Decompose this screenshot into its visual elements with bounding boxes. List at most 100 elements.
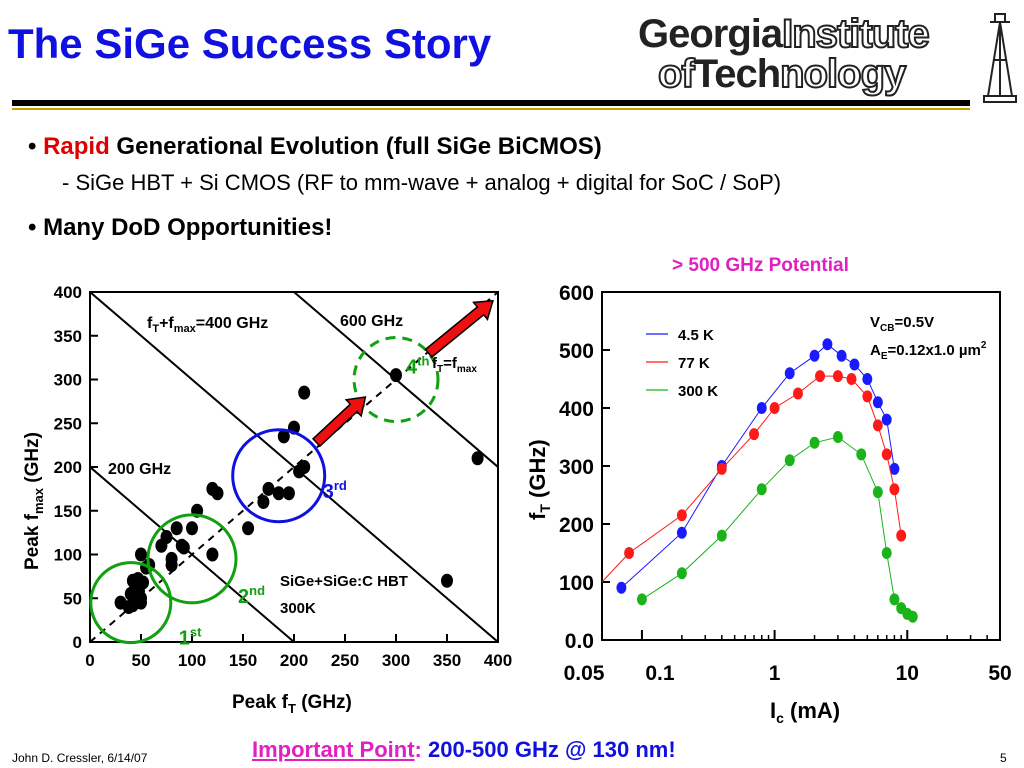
y-tick-label-2: 400 xyxy=(559,398,594,421)
data-point xyxy=(186,521,198,536)
series-point-0 xyxy=(616,581,627,594)
generation-label: 3rd xyxy=(323,478,347,503)
temp-label: 300K xyxy=(280,600,316,617)
x-tick-label: 350 xyxy=(433,651,461,670)
series-point-1 xyxy=(862,390,873,403)
data-point xyxy=(135,595,147,610)
series-point-2 xyxy=(809,436,820,449)
important-text: 200-500 GHz @ 130 nm! xyxy=(428,737,676,762)
logo-word-of: of xyxy=(657,52,696,96)
y-tick-label-2: 100 xyxy=(559,572,594,595)
y-tick-label: 400 xyxy=(54,283,82,302)
series-point-1 xyxy=(889,483,900,496)
series-point-2 xyxy=(872,486,883,499)
data-point xyxy=(175,538,188,553)
data-point xyxy=(135,547,147,562)
x-tick-label-2: 1 xyxy=(769,662,781,685)
y-tick-label: 200 xyxy=(54,458,82,477)
fmax-vs-ft-chart: 0 50 100 150 200 250 300 350 400 0 50 100 150 200 250 3… xyxy=(22,283,512,716)
x-tick-label: 100 xyxy=(178,651,206,670)
logo-word-georgia: Georgia xyxy=(638,12,783,56)
series-point-2 xyxy=(716,529,727,542)
series-point-0 xyxy=(676,526,687,539)
y-tick-label: 350 xyxy=(54,327,82,346)
y-tick-label: 150 xyxy=(54,502,82,521)
data-point xyxy=(471,451,484,466)
sum-200-line xyxy=(90,465,295,642)
y-tick-label: 300 xyxy=(54,371,82,390)
ae-label: AE=0.12x1.0 µm2 xyxy=(870,340,987,362)
generation-circle xyxy=(352,336,440,423)
series-point-1 xyxy=(716,462,727,475)
data-point xyxy=(211,486,224,501)
data-point xyxy=(282,486,295,501)
series-point-0 xyxy=(809,349,820,362)
x-axis-label-2: Ic (mA) xyxy=(770,698,840,726)
page-number: 5 xyxy=(1000,751,1007,765)
y-tick-label-2: 500 xyxy=(559,340,594,363)
series-point-0 xyxy=(784,367,795,380)
generation-circle xyxy=(231,428,327,524)
series-line-0 xyxy=(621,343,895,589)
data-point xyxy=(160,530,173,544)
series-point-2 xyxy=(676,567,687,580)
sum-400-line xyxy=(90,292,498,642)
x-axis-label: Peak fT (GHz) xyxy=(232,692,352,716)
y-tick-label-2: 200 xyxy=(559,514,594,537)
generation-circle xyxy=(89,561,173,645)
series-point-0 xyxy=(756,402,767,414)
series-point-1 xyxy=(896,529,907,542)
generation-label: 2nd xyxy=(238,583,265,608)
x-tick-label-2: 10 xyxy=(896,662,919,685)
y-tick-label-2: 600 xyxy=(559,282,594,305)
y-tick-label: 250 xyxy=(54,414,82,433)
series-point-2 xyxy=(889,593,900,606)
sub-bullet: - SiGe HBT + Si CMOS (RF to mm-wave + an… xyxy=(62,170,782,195)
device-label: SiGe+SiGe:C HBT xyxy=(280,573,408,590)
bullet-dod-text: Many DoD Opportunities! xyxy=(43,214,333,241)
logo-word-institute: Institute xyxy=(781,12,931,56)
line-600-label: 600 GHz xyxy=(340,313,403,330)
series-point-2 xyxy=(636,593,647,606)
rapid-highlight: Rapid xyxy=(43,133,110,160)
series-point-2 xyxy=(832,431,843,443)
series-point-2 xyxy=(907,610,918,623)
series-point-1 xyxy=(792,387,803,400)
x-tick-label: 400 xyxy=(484,651,512,670)
legend-label: 77 K xyxy=(678,355,710,372)
y-tick-label-2: 300 xyxy=(559,456,594,479)
data-point xyxy=(206,547,219,562)
header-rule xyxy=(12,100,970,106)
series-point-0 xyxy=(849,358,860,371)
arrow-to-4th xyxy=(311,396,367,448)
series-point-2 xyxy=(756,483,767,496)
series-point-0 xyxy=(872,396,883,409)
y-tick-label-2: 0.0 xyxy=(565,630,594,653)
y-tick-label: 0 xyxy=(73,633,82,652)
plot-frame-2 xyxy=(601,291,1001,641)
sum-600-line xyxy=(293,292,498,469)
bullet-rapid-text: Generational Evolution (full SiGe BiCMOS… xyxy=(116,133,602,160)
data-point xyxy=(257,495,270,509)
series-point-0 xyxy=(836,349,847,362)
series-line-2 xyxy=(641,436,913,618)
series-point-1 xyxy=(676,509,687,522)
series-line-1 xyxy=(601,375,902,583)
series-point-0 xyxy=(862,373,873,385)
x-tick-label: 300 xyxy=(382,651,410,670)
data-point xyxy=(170,521,183,536)
series-point-1 xyxy=(872,419,883,432)
series-point-2 xyxy=(896,602,907,615)
equality-label: fT=fmax xyxy=(432,355,477,375)
georgia-tech-logo: GeorgiaInstitute ofTechnology xyxy=(638,12,1018,104)
x-tick-label: 200 xyxy=(280,651,308,670)
important-lead: Important Point xyxy=(252,737,415,762)
y-axis-label: Peak fmax (GHz) xyxy=(22,432,46,570)
x-tick-label: 150 xyxy=(229,651,257,670)
header-rule-accent xyxy=(12,108,970,110)
data-point xyxy=(272,486,285,501)
generation-label: 1st xyxy=(179,625,202,650)
generation-circle xyxy=(146,513,238,605)
series-point-1 xyxy=(769,402,780,414)
potential-label: > 500 GHz Potential xyxy=(672,255,849,276)
